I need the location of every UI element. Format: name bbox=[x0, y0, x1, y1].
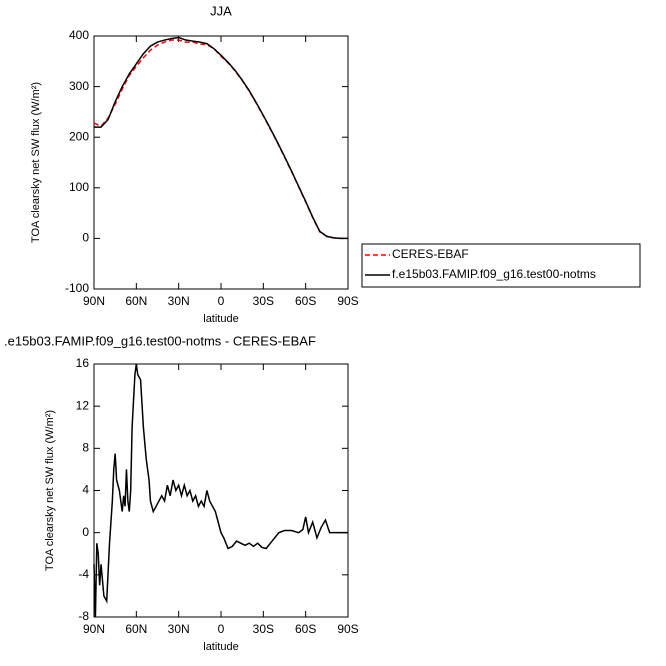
x-tick-label: 60N bbox=[125, 622, 147, 636]
y-tick-label: 4 bbox=[82, 483, 89, 497]
legend-box bbox=[361, 243, 641, 288]
data-line bbox=[93, 363, 348, 618]
x-tick-label: 30S bbox=[253, 622, 274, 636]
legend-label: CERES-EBAF bbox=[392, 247, 469, 261]
x-tick-label: 90N bbox=[83, 294, 105, 308]
x-tick-label: 30N bbox=[168, 622, 190, 636]
y-tick-label: -4 bbox=[78, 567, 89, 581]
x-tick-label: 60S bbox=[295, 294, 316, 308]
x-tick-label: 90S bbox=[337, 622, 358, 636]
y-tick-label: 300 bbox=[69, 79, 89, 93]
y-tick-label: 400 bbox=[69, 28, 89, 42]
x-tick-label: 0 bbox=[218, 622, 225, 636]
legend-label: f.e15b03.FAMIP.f09_g16.test00-notms bbox=[392, 267, 596, 281]
x-tick-label: 30N bbox=[168, 294, 190, 308]
x-tick-label: 60S bbox=[295, 622, 316, 636]
plot-frame bbox=[93, 363, 349, 618]
chart-title: JJA bbox=[210, 3, 232, 18]
x-tick-label: 30S bbox=[253, 294, 274, 308]
chart-title: .e15b03.FAMIP.f09_g16.test00-notms - CER… bbox=[4, 333, 316, 348]
x-tick-label: 90N bbox=[83, 622, 105, 636]
y-tick-label: -8 bbox=[78, 609, 89, 623]
y-axis-label: TOA clearsky net SW flux (W/m²) bbox=[44, 410, 56, 571]
y-tick-label: 8 bbox=[82, 441, 89, 455]
y-tick-label: 16 bbox=[76, 356, 90, 370]
y-tick-label: 100 bbox=[69, 180, 89, 194]
x-tick-label: 90S bbox=[337, 294, 358, 308]
plot-frame bbox=[93, 35, 349, 290]
x-axis-label: latitude bbox=[203, 641, 238, 653]
x-tick-label: 60N bbox=[125, 294, 147, 308]
y-tick-label: 200 bbox=[69, 129, 89, 143]
y-tick-label: 12 bbox=[76, 398, 90, 412]
y-tick-label: 0 bbox=[82, 231, 89, 245]
x-axis-label: latitude bbox=[203, 313, 238, 325]
y-axis-label: TOA clearsky net SW flux (W/m²) bbox=[30, 82, 42, 243]
x-tick-label: 0 bbox=[218, 294, 225, 308]
y-tick-label: -100 bbox=[65, 281, 89, 295]
y-tick-label: 0 bbox=[82, 525, 89, 539]
data-line bbox=[94, 36, 348, 240]
